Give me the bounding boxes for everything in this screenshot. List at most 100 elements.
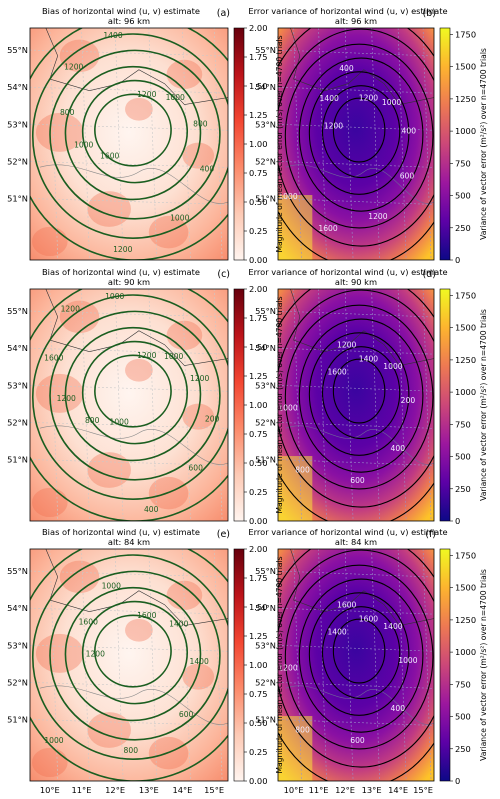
- colorbar-label: Magnitude of mean vector error (m/s) ove…: [275, 296, 284, 513]
- colorbar-label: Variance of vector error (m²/s²) over n=…: [479, 48, 488, 240]
- lat-tick-label: 54°N: [7, 343, 28, 353]
- lat-tick-label: 54°N: [255, 343, 276, 353]
- lon-tick-label: 15°E: [413, 785, 433, 795]
- colorbar-tick-label: 1250: [455, 355, 476, 365]
- lon-tick-label: 12°E: [335, 785, 355, 795]
- contour-label: 600: [350, 736, 365, 745]
- contour-label: 1400: [320, 94, 339, 103]
- state-border: [39, 425, 228, 465]
- contour-line: [284, 564, 434, 750]
- meridian-gridline: [318, 549, 327, 781]
- lat-tick-label: 51°N: [255, 455, 276, 465]
- contour-line: [332, 358, 386, 424]
- contour-label: 1600: [337, 601, 356, 610]
- colorbar-gradient: [439, 27, 451, 261]
- high-variance-corner: [278, 456, 313, 521]
- lon-tick-label: 15°E: [204, 785, 224, 795]
- contour-label: 1000: [170, 213, 189, 222]
- contour-label: 1400: [169, 620, 188, 629]
- contour-label: 1600: [100, 151, 119, 160]
- bias-hotspot: [125, 618, 153, 642]
- colorbar-tick-label: 250: [455, 744, 471, 754]
- panel-subtitle: alt: 90 km: [335, 277, 377, 287]
- coastline: [45, 289, 228, 366]
- contour-label: 1200: [368, 212, 387, 221]
- meridian-gridline: [293, 28, 302, 260]
- panel-title: Error variance of horizontal wind (u, v)…: [248, 267, 447, 277]
- colorbar-tick-label: 1500: [455, 323, 476, 333]
- state-border: [39, 164, 228, 204]
- contour-line: [32, 33, 228, 239]
- contour-line: [284, 304, 434, 490]
- contour-label: 600: [188, 464, 203, 473]
- lon-tick-label: 13°E: [362, 785, 382, 795]
- meridian-gridline: [148, 549, 158, 781]
- contour-label: 600: [350, 476, 365, 485]
- contour-label: 400: [339, 64, 354, 73]
- colorbar-label: Magnitude of mean vector error (m/s) ove…: [275, 35, 284, 252]
- contour-line: [81, 600, 189, 705]
- contour-label: 1200: [137, 90, 156, 99]
- colorbar-tick-label: 0.25: [249, 226, 267, 236]
- panel-a: Bias of horizontal wind (u, v) estimatea…: [7, 6, 230, 261]
- colorbar-tick-label: 1.00: [249, 400, 267, 410]
- contour-label: 1600: [44, 354, 63, 363]
- contour-label: 1600: [318, 224, 337, 233]
- lat-tick-label: 54°N: [7, 603, 28, 613]
- contour-label: 1000: [74, 140, 93, 149]
- lon-tick-label: 10°E: [40, 785, 60, 795]
- lat-tick-label: 51°N: [255, 194, 276, 204]
- contour-line: [94, 354, 172, 428]
- colorbar-tick-label: 1250: [455, 94, 476, 104]
- contour-label: 1000: [166, 93, 185, 102]
- lat-tick-label: 55°N: [255, 45, 276, 55]
- contour-label: 1200: [113, 245, 132, 254]
- contour-line: [81, 79, 189, 184]
- contour-line: [332, 618, 386, 684]
- contour-line: [64, 65, 202, 201]
- lat-tick-label: 55°N: [255, 306, 276, 316]
- colorbar-tick-label: 250: [455, 484, 471, 494]
- lon-tick-label: 11°E: [309, 785, 329, 795]
- colorbar-tick-label: 500: [455, 191, 471, 201]
- contour-label: 400: [200, 164, 215, 173]
- colorbar-tick-label: 1.75: [249, 573, 267, 583]
- colorbar-tick-label: 1.75: [249, 313, 267, 323]
- panel-label: (c): [217, 269, 230, 280]
- contour-line: [49, 49, 221, 220]
- meridian-gridline: [422, 549, 432, 781]
- contour-label: 1000: [278, 192, 297, 201]
- lat-tick-label: 51°N: [7, 194, 28, 204]
- axes-frame: [277, 288, 435, 522]
- parallel-gridline: [30, 459, 228, 466]
- colorbar-tick-label: 0.25: [249, 487, 267, 497]
- meridian-gridline: [81, 549, 90, 781]
- panel-b: Error variance of horizontal wind (u, v)…: [248, 6, 448, 261]
- panel-title: Error variance of horizontal wind (u, v)…: [248, 527, 447, 537]
- colorbar-gradient: [439, 288, 451, 522]
- colorbar-label: Variance of vector error (m²/s²) over n=…: [479, 569, 488, 761]
- colorbar: 0.00 0.25 0.50 0.75 1.00 1.25 1.50 1.75 2.00 Magn…: [233, 284, 284, 526]
- parallel-gridline: [30, 422, 228, 429]
- contour-line: [49, 570, 221, 741]
- colorbar-tick-label: 750: [455, 158, 471, 168]
- contour-label: 200: [401, 396, 416, 405]
- colorbar-tick-label: 1500: [455, 583, 476, 593]
- colorbar-tick-label: 1000: [455, 647, 476, 657]
- state-border: [39, 685, 228, 725]
- contour-label: 800: [193, 119, 208, 128]
- contour-label: 200: [205, 415, 220, 424]
- meridian-gridline: [49, 289, 59, 521]
- bias-hotspot: [125, 97, 153, 121]
- bias-hotspot: [59, 560, 100, 594]
- parallel-gridline: [30, 347, 228, 355]
- colorbar-tick-label: 1750: [455, 290, 476, 300]
- panel-label: (d): [423, 269, 436, 280]
- contour-label: 800: [60, 108, 75, 117]
- contour-line: [298, 578, 424, 733]
- lon-tick-label: 12°E: [105, 785, 125, 795]
- colorbar-tick-label: 0.75: [249, 429, 267, 439]
